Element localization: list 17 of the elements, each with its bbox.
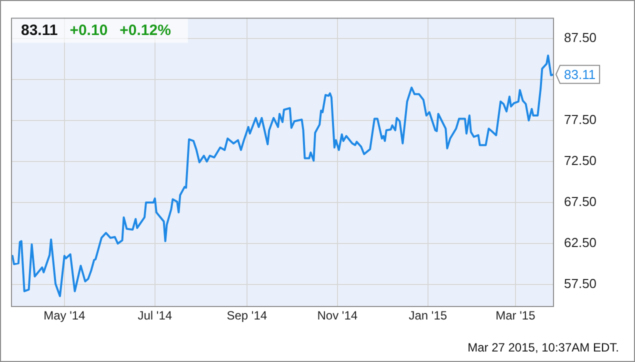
annotation: 83.11 [564,66,596,82]
y-tick-label: 62.50 [564,235,597,250]
y-tick-label: 77.50 [564,112,597,128]
x-tick-label: May '14 [44,308,86,323]
text: Mar 27 2015, 10:37AM EDT. [468,340,619,354]
x-tick-label: Sep '14 [226,308,268,323]
y-tick-label: 87.50 [564,30,597,45]
annotation: +0.10 [70,22,108,39]
x-tick-label: Jan '15 [408,308,448,323]
x-tick-label: Jul '14 [138,308,172,323]
annotation: +0.12% [120,22,171,39]
annotation: 83.11 [21,22,58,39]
x-tick-label: Mar '15 [496,308,536,323]
x-tick-label: Nov '14 [317,308,358,323]
y-tick-label: 57.50 [564,276,597,292]
y-tick-label: 72.50 [564,153,597,168]
y-tick-label: 67.50 [564,194,597,210]
